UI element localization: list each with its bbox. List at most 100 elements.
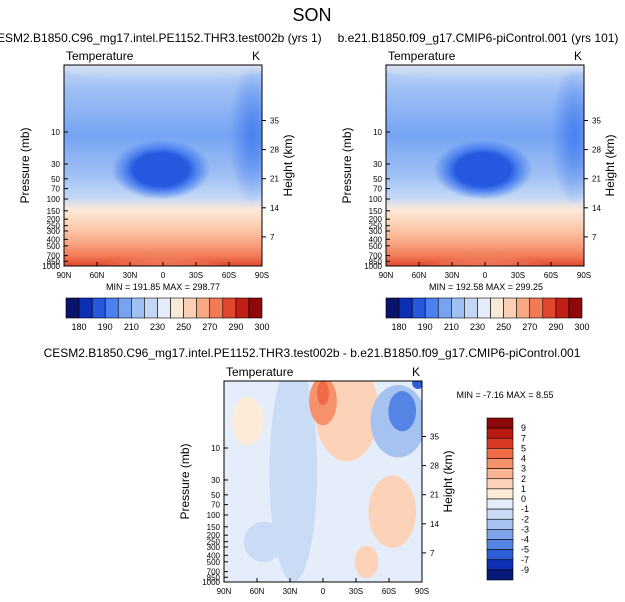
colorbar-box [222, 297, 237, 319]
y-axis-title: Pressure (mb) [340, 127, 354, 203]
variable-label: Temperature [226, 365, 294, 379]
x-tick-label: 0 [321, 587, 326, 596]
y-tick-label: 850 [207, 573, 221, 582]
x-tick-label: 60N [250, 587, 265, 596]
field-warm-top [386, 65, 584, 82]
colorbar-box [486, 437, 514, 449]
y-tick-label: 400 [207, 551, 221, 560]
field-cold-core [433, 139, 533, 200]
colorbar-label: 180 [392, 322, 407, 332]
colorbar-box [424, 297, 439, 319]
colorbar-label: -4 [521, 535, 529, 545]
colorbar-label: 230 [470, 322, 485, 332]
colorbar-label: -9 [521, 565, 529, 575]
field-anomaly [368, 475, 417, 548]
y-axis-title: Pressure (mb) [178, 443, 192, 519]
y-tick-label: 300 [47, 227, 61, 236]
y-tick-label: 250 [47, 222, 61, 231]
colorbar-box [486, 498, 514, 510]
field-pole-cold [550, 65, 584, 206]
colorbar-label: 300 [254, 322, 269, 332]
colorbar-label: -1 [521, 504, 529, 514]
y-tick-label: 1000 [202, 578, 220, 587]
x-tick-label: 30N [283, 587, 298, 596]
main-title: SON [292, 5, 331, 25]
y2-tick-label: 7 [430, 549, 435, 558]
field-warm-surface [386, 201, 584, 266]
colorbar-box [516, 297, 531, 319]
colorbar-label: 270 [522, 322, 537, 332]
y2-tick-label: 14 [270, 204, 279, 213]
colorbar-box [477, 297, 491, 319]
y2-tick-label: 35 [592, 117, 601, 126]
colorbar-box [78, 297, 93, 319]
variable-label: Temperature [66, 49, 134, 63]
colorbar-label: -2 [521, 514, 529, 524]
colorbar-box [398, 297, 413, 319]
panel-title: CESM2.B1850.C96_mg17.intel.PE1152.THR3.t… [44, 346, 581, 360]
y-tick-label: 500 [369, 242, 383, 251]
y2-axis-title: Height (km) [603, 134, 617, 196]
panel-difference: CESM2.B1850.C96_mg17.intel.PE1152.THR3.t… [44, 346, 581, 596]
y-tick-label: 400 [369, 235, 383, 244]
colorbar-box [248, 297, 263, 319]
colorbar-box [486, 427, 514, 439]
y-tick-label: 700 [47, 252, 61, 261]
field-anomaly [388, 391, 417, 432]
field-cold-core [111, 139, 211, 200]
panel-control: b.e21.B1850.f09_g17.CMIP6-piControl.001 … [338, 31, 619, 332]
colorbar-box [486, 508, 514, 520]
colorbar-box [486, 458, 514, 469]
colorbar-box [486, 539, 514, 550]
field-pole-cold [228, 65, 262, 206]
y-axis-title: Pressure (mb) [18, 127, 32, 203]
y2-axis-title: Height (km) [281, 134, 295, 196]
colorbar-box [568, 297, 583, 319]
y-tick-label: 100 [207, 511, 221, 520]
x-tick-label: 90S [577, 271, 591, 280]
colorbar-box [486, 417, 514, 429]
field-anomaly [231, 397, 264, 446]
colorbar-label: 290 [548, 322, 563, 332]
y2-tick-label: 35 [430, 433, 439, 442]
colorbar-box [490, 297, 504, 319]
y2-tick-label: 7 [592, 233, 597, 242]
y-tick-label: 100 [47, 195, 61, 204]
colorbar-label: 190 [418, 322, 433, 332]
y2-tick-label: 35 [270, 117, 279, 126]
colorbar-box [183, 297, 197, 319]
x-tick-label: 30S [511, 271, 525, 280]
y-tick-label: 50 [211, 491, 220, 500]
y-tick-label: 150 [207, 523, 221, 532]
y-tick-label: 250 [207, 538, 221, 547]
y-tick-label: 150 [47, 207, 61, 216]
colorbar-box [437, 297, 452, 319]
y-tick-label: 30 [51, 160, 60, 169]
field-anomaly [412, 381, 422, 390]
x-tick-label: 30N [445, 271, 460, 280]
y-tick-label: 150 [369, 207, 383, 216]
y-tick-label: 10 [51, 128, 60, 137]
field-anomaly [317, 381, 329, 406]
colorbar-box [235, 297, 250, 319]
x-tick-label: 60N [412, 271, 427, 280]
x-tick-label: 90S [415, 587, 429, 596]
field-layer [224, 381, 422, 582]
y-tick-label: 700 [369, 252, 383, 261]
y-tick-label: 10 [373, 128, 382, 137]
field-anomaly [243, 521, 284, 562]
y-tick-label: 1000 [42, 262, 60, 271]
colorbar-box [104, 297, 119, 319]
colorbar-box [486, 559, 514, 571]
panel-title: b.e21.B1850.f09_g17.CMIP6-piControl.001 … [338, 31, 619, 45]
colorbar-label: 180 [72, 322, 87, 332]
colorbar-box [451, 297, 465, 319]
colorbar-label: -5 [521, 545, 529, 555]
y2-tick-label: 14 [430, 520, 439, 529]
panel-title: CESM2.B1850.C96_mg17.intel.PE1152.THR3.t… [0, 31, 322, 45]
y-tick-label: 70 [51, 185, 60, 194]
colorbar-box [464, 297, 478, 319]
field-layer [64, 65, 262, 266]
y-tick-label: 50 [373, 175, 382, 184]
y-tick-label: 850 [369, 257, 383, 266]
